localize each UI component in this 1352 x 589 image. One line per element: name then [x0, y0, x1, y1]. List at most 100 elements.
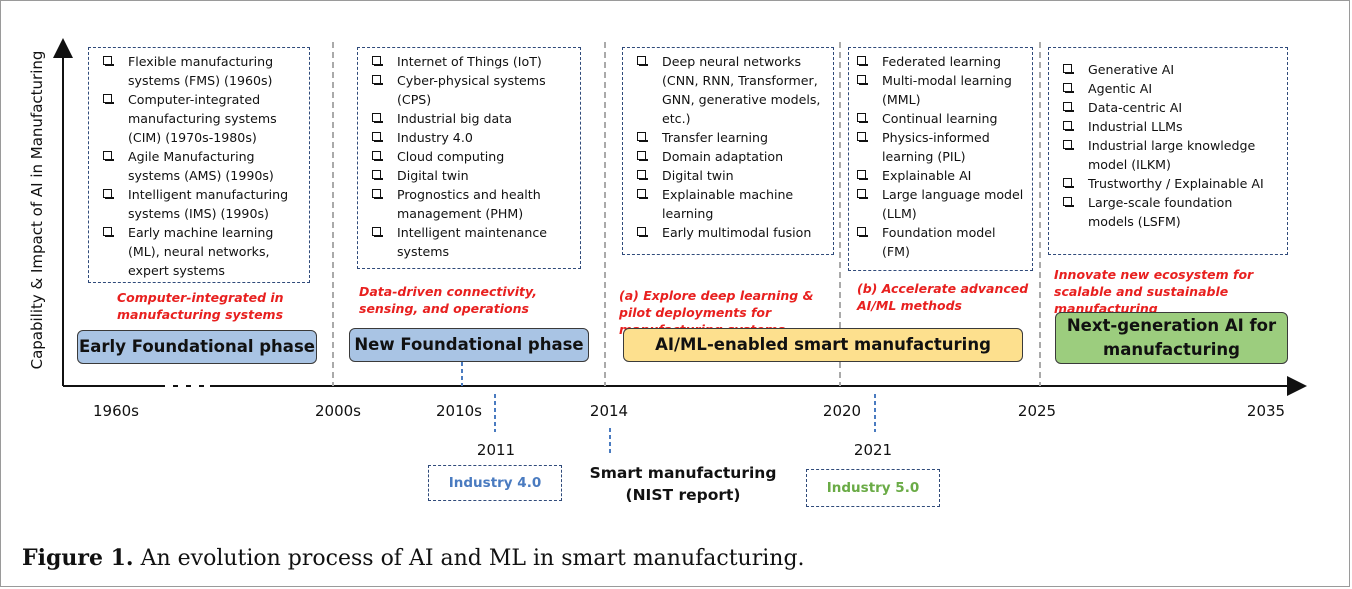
phase-next-generation: Next-generation AI for manufacturing [1055, 312, 1288, 364]
list-item: Computer-integrated manufacturing system… [103, 90, 303, 147]
year-2011: 2011 [476, 441, 516, 459]
box-items-list: Generative AI Agentic AI Data-centric AI In… [1063, 60, 1281, 231]
list-item: Trustworthy / Explainable AI [1063, 174, 1281, 193]
caption-label: Figure 1. [22, 545, 134, 571]
box-items-list: Deep neural networks (CNN, RNN, Transfor… [637, 52, 827, 242]
list-item: Data-centric AI [1063, 98, 1281, 117]
box-new-foundational: Internet of Things (IoT) Cyber-physical s… [357, 47, 581, 269]
nist-line-1: Smart manufacturing [589, 464, 777, 482]
list-item-text: Cyber-physical systems (CPS) [397, 73, 546, 107]
y-axis-label: Capability & Impact of AI in Manufacturi… [28, 50, 46, 370]
list-item: Cloud computing [372, 147, 574, 166]
list-item-text: Cloud computing [397, 149, 505, 164]
list-item-text: Early machine learning (ML), neural netw… [128, 225, 274, 278]
industry-40-box: Industry 4.0 [428, 465, 562, 501]
tick-2000s: 2000s [315, 402, 361, 420]
list-item: Intelligent manufacturing systems (IMS) … [103, 185, 303, 223]
list-item-text: Digital twin [397, 168, 469, 183]
list-item: Transfer learning [637, 128, 827, 147]
list-item: Multi-modal learning (MML) [857, 71, 1026, 109]
checkbox-icon [372, 189, 383, 199]
tick-1960s: 1960s [93, 402, 139, 420]
checkbox-icon [857, 113, 868, 123]
checkbox-icon [1063, 197, 1074, 207]
checkbox-icon [1063, 64, 1074, 74]
list-item-text: Explainable machine learning [662, 187, 794, 221]
checkbox-icon [637, 227, 648, 237]
box-items-list: Flexible manufacturing systems (FMS) (19… [103, 52, 303, 280]
checkbox-icon [1063, 102, 1074, 112]
checkbox-icon [372, 227, 383, 237]
list-item-text: Federated learning [882, 54, 1002, 69]
annotation-new: Data-driven connectivity, sensing, and o… [359, 284, 537, 316]
list-item-text: Physics-informed learning (PIL) [882, 130, 990, 164]
list-item: Explainable AI [857, 166, 1026, 185]
list-item: Generative AI [1063, 60, 1281, 79]
list-item-text: Data-centric AI [1088, 100, 1183, 115]
list-item-text: Domain adaptation [662, 149, 784, 164]
list-item-text: Industrial LLMs [1088, 119, 1183, 134]
box-items-list: Internet of Things (IoT) Cyber-physical s… [372, 52, 574, 261]
list-item: Foundation model (FM) [857, 223, 1026, 261]
list-item-text: Large language model (LLM) [882, 187, 1024, 221]
figure-caption: Figure 1. An evolution process of AI and… [22, 545, 805, 571]
list-item-text: Agile Manufacturing systems (AMS) (1990s… [128, 149, 274, 183]
phase-new-foundational: New Foundational phase [349, 328, 589, 362]
list-item: Explainable machine learning [637, 185, 827, 223]
list-item-text: Trustworthy / Explainable AI [1088, 176, 1264, 191]
list-item: Large-scale foundation models (LSFM) [1063, 193, 1281, 231]
list-item-text: Intelligent maintenance systems [397, 225, 548, 259]
list-item-text: Industry 4.0 [397, 130, 473, 145]
list-item-text: Deep neural networks (CNN, RNN, Transfor… [662, 54, 821, 126]
list-item-text: Internet of Things (IoT) [397, 54, 542, 69]
checkbox-icon [637, 189, 648, 199]
list-item-text: Industrial large knowledge model (ILKM) [1088, 138, 1256, 172]
list-item-text: Multi-modal learning (MML) [882, 73, 1012, 107]
checkbox-icon [857, 189, 868, 199]
list-item: Digital twin [637, 166, 827, 185]
list-item: Flexible manufacturing systems (FMS) (19… [103, 52, 303, 90]
box-advanced-aiml: Federated learning Multi-modal learning (… [848, 47, 1033, 271]
checkbox-icon [857, 75, 868, 85]
checkbox-icon [372, 56, 383, 66]
checkbox-icon [103, 227, 114, 237]
list-item-text: Early multimodal fusion [662, 225, 812, 240]
annotation-early: Computer-integrated in manufacturing sys… [117, 290, 284, 322]
list-item: Digital twin [372, 166, 574, 185]
list-item: Internet of Things (IoT) [372, 52, 574, 71]
annotation-innovate: Innovate new ecosystem for scalable and … [1054, 267, 1254, 316]
list-item-text: Computer-integrated manufacturing system… [128, 92, 277, 145]
checkbox-icon [1063, 121, 1074, 131]
annotation-accelerate: (b) Accelerate advanced AI/ML methods [857, 281, 1029, 313]
list-item: Prognostics and health management (PHM) [372, 185, 574, 223]
checkbox-icon [372, 132, 383, 142]
box-early-foundational: Flexible manufacturing systems (FMS) (19… [88, 47, 310, 283]
list-item: Industrial large knowledge model (ILKM) [1063, 136, 1281, 174]
list-item-text: Generative AI [1088, 62, 1175, 77]
checkbox-icon [857, 132, 868, 142]
list-item: Large language model (LLM) [857, 185, 1026, 223]
checkbox-icon [857, 227, 868, 237]
list-item: Cyber-physical systems (CPS) [372, 71, 574, 109]
list-item-text: Flexible manufacturing systems (FMS) (19… [128, 54, 274, 88]
checkbox-icon [103, 56, 114, 66]
checkbox-icon [637, 151, 648, 161]
list-item: Agentic AI [1063, 79, 1281, 98]
nist-report-label: Smart manufacturing (NIST report) [590, 462, 777, 506]
industry-50-box: Industry 5.0 [806, 469, 940, 507]
list-item: Industrial LLMs [1063, 117, 1281, 136]
list-item: Industry 4.0 [372, 128, 574, 147]
checkbox-icon [372, 113, 383, 123]
list-item-text: Digital twin [662, 168, 734, 183]
phase-smart-manufacturing: AI/ML-enabled smart manufacturing [623, 328, 1023, 362]
list-item: Agile Manufacturing systems (AMS) (1990s… [103, 147, 303, 185]
list-item-text: Intelligent manufacturing systems (IMS) … [128, 187, 289, 221]
list-item: Continual learning [857, 109, 1026, 128]
checkbox-icon [103, 189, 114, 199]
checkbox-icon [372, 151, 383, 161]
list-item: Deep neural networks (CNN, RNN, Transfor… [637, 52, 827, 128]
checkbox-icon [1063, 83, 1074, 93]
checkbox-icon [857, 170, 868, 180]
